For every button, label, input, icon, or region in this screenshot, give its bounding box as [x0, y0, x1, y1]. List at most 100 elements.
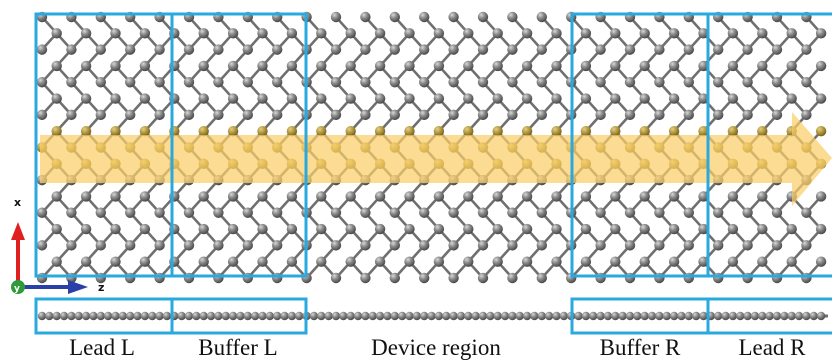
lattice-atom	[272, 272, 283, 284]
side-view-atom	[375, 311, 385, 321]
lattice-atom	[257, 223, 268, 235]
side-view-atom	[691, 311, 701, 321]
side-view-atom	[816, 311, 826, 321]
side-view-atom	[37, 311, 47, 321]
side-view-atom	[177, 311, 186, 321]
lattice-atom	[698, 125, 709, 137]
lattice-atom	[125, 109, 136, 121]
side-view-atom	[148, 311, 157, 321]
lattice-atom	[492, 256, 503, 267]
lattice-atom	[198, 60, 209, 72]
lattice-atom	[183, 272, 195, 284]
lattice-atom	[80, 191, 92, 202]
lattice-atom	[683, 77, 694, 88]
lattice-atom	[183, 240, 195, 251]
lattice-atom	[242, 240, 253, 251]
lattice-atom	[580, 191, 592, 202]
lattice-atom	[668, 60, 680, 72]
lattice-atom	[110, 60, 121, 72]
lattice-atom	[551, 256, 562, 267]
lattice-atom	[80, 223, 92, 235]
side-view-atom	[96, 311, 106, 321]
lattice-atom	[771, 240, 783, 251]
lattice-atom	[330, 11, 342, 23]
label-buffer-l: Buffer L	[198, 335, 278, 360]
lead-r-box-top	[706, 12, 832, 278]
lattice-atom	[595, 77, 606, 88]
lattice-atom	[404, 28, 415, 39]
lattice-atom	[786, 223, 797, 235]
side-view-atom	[721, 311, 730, 321]
lattice-atom	[668, 191, 680, 202]
side-view-atom	[684, 311, 693, 321]
lattice-atom	[801, 272, 812, 284]
lattice-atom	[713, 77, 724, 88]
lattice-atom	[389, 240, 400, 251]
lattice-atom	[110, 191, 121, 202]
lattice-atom	[536, 109, 547, 121]
lattice-atom	[404, 223, 415, 235]
side-view-atom	[390, 311, 399, 321]
lattice-atom	[139, 60, 151, 72]
lattice-atom	[51, 93, 62, 104]
lattice-atom	[683, 240, 694, 251]
transport-direction-arrow	[792, 112, 832, 206]
y-axis-label: y	[14, 284, 20, 294]
lattice-atom	[639, 191, 650, 202]
lattice-atom	[419, 109, 430, 121]
lattice-atom	[80, 60, 92, 72]
lattice-atom	[419, 207, 430, 218]
coordinate-axes-icon: x z y	[11, 196, 104, 294]
lattice-atom	[448, 44, 459, 55]
side-view-atom	[280, 311, 289, 321]
lattice-atom	[139, 256, 151, 267]
lattice-atom	[463, 223, 474, 235]
lattice-atom	[477, 11, 489, 23]
x-axis-arrowhead	[11, 222, 25, 240]
side-view-atom	[515, 311, 524, 321]
lattice-atom	[727, 125, 739, 137]
side-view-atom	[405, 311, 414, 321]
lattice-atom	[580, 60, 592, 72]
lattice-atom	[639, 28, 650, 39]
side-view-atom	[743, 311, 752, 321]
lattice-atom	[213, 109, 224, 121]
lattice-atom	[316, 28, 327, 39]
side-view-atom	[118, 311, 128, 321]
lattice-atom	[521, 93, 533, 104]
lattice-atom	[786, 93, 797, 104]
lattice-atom	[801, 240, 812, 251]
side-view-atom	[633, 311, 642, 321]
side-view-atom	[530, 311, 539, 321]
side-view-atom	[221, 311, 230, 321]
lattice-atom	[595, 207, 606, 218]
lattice-atom	[610, 191, 621, 202]
lattice-atom	[257, 93, 268, 104]
side-view-atom	[625, 311, 635, 321]
lattice-atom	[610, 256, 621, 267]
side-view-atom	[250, 311, 260, 321]
lattice-atom	[610, 93, 621, 104]
lattice-atom	[771, 272, 783, 284]
side-view-atom	[699, 311, 708, 321]
lattice-atom	[374, 125, 386, 137]
lattice-atom	[551, 125, 562, 137]
side-view-atom	[728, 311, 738, 321]
lattice-atom	[139, 93, 151, 104]
lattice-atom	[433, 60, 445, 72]
lattice-atom	[668, 256, 680, 267]
lattice-atom	[419, 240, 430, 251]
side-view-atom	[500, 311, 510, 321]
side-view-atom	[669, 311, 679, 321]
lattice-atom	[389, 207, 400, 218]
lattice-atom	[80, 125, 92, 137]
side-view-atom	[265, 311, 275, 321]
lattice-atom	[154, 44, 165, 55]
lattice-atom	[95, 207, 107, 218]
lattice-atom	[668, 125, 680, 137]
x-axis-label: x	[14, 196, 21, 209]
side-view-atom	[794, 311, 804, 321]
lattice-atom	[389, 109, 400, 121]
lattice-atom	[198, 93, 209, 104]
lattice-atom	[272, 77, 283, 88]
